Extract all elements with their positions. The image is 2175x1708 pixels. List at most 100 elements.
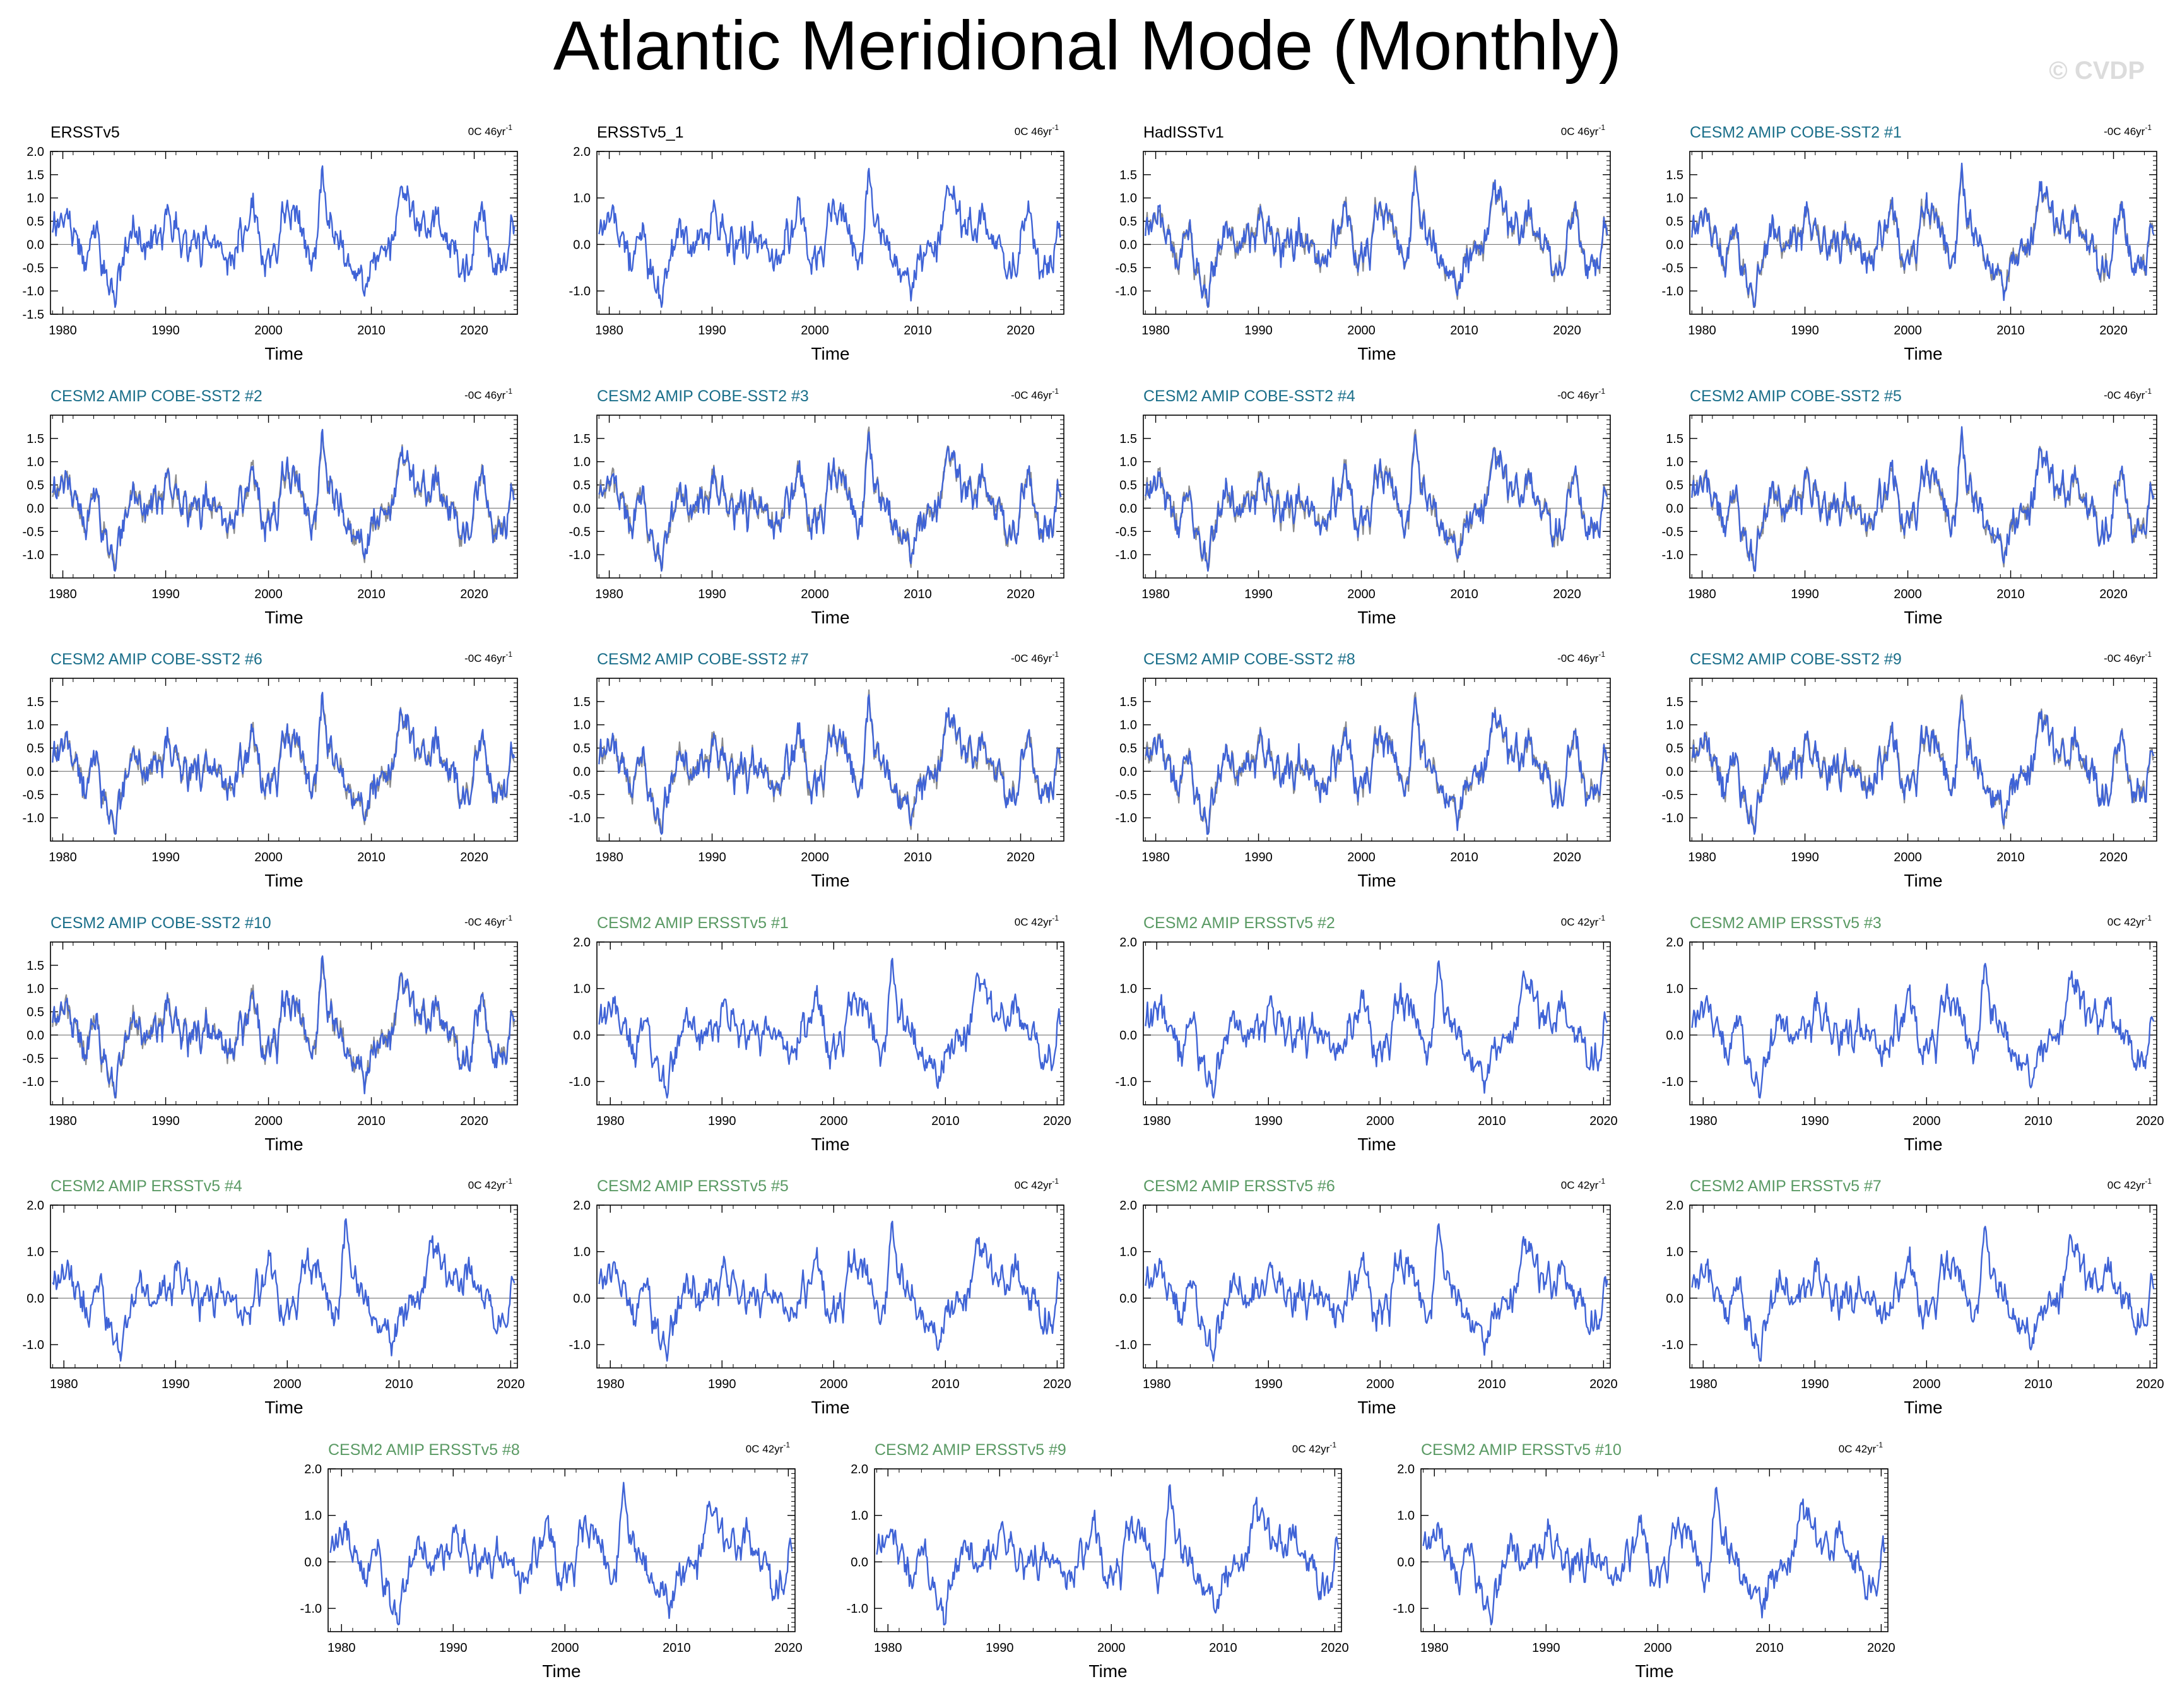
series-line: [1691, 162, 2155, 309]
x-tick-label: 1980: [49, 1114, 77, 1128]
x-tick-label: 1980: [49, 587, 77, 601]
x-tick-label: 1990: [698, 851, 726, 864]
y-tick-label: 1.5: [27, 432, 44, 446]
y-tick-label: 0.5: [1119, 215, 1137, 229]
y-tick-label: -0.5: [1116, 788, 1137, 802]
y-tick-label: -1.0: [23, 1075, 44, 1089]
y-tick-label: 1.0: [27, 456, 44, 469]
x-tick-label: 1980: [1143, 1377, 1171, 1391]
x-tick-label: 2000: [1366, 1114, 1394, 1128]
y-tick-label: 0.0: [573, 238, 591, 252]
y-tick-label: 1.5: [1666, 695, 1683, 709]
series-line: [598, 958, 1062, 1099]
y-tick-label: -1.0: [300, 1602, 322, 1616]
y-tick-label: 1.5: [27, 695, 44, 709]
x-tick-label: 2020: [1553, 587, 1581, 601]
x-tick-label: 1990: [1801, 1377, 1829, 1391]
x-tick-label: 1990: [1254, 1114, 1283, 1128]
x-tick-label: 2000: [254, 587, 283, 601]
x-tick-label: 1980: [595, 851, 623, 864]
chart-panel-21: CESM2 AMIP ERSSTv5 #8 0C 42yr-1 2.0 1.0 0.0 -…: [300, 1440, 803, 1681]
y-tick-label: 0.0: [27, 1292, 44, 1305]
series-line: [1145, 697, 1608, 835]
y-tick-label: -1.0: [1662, 1338, 1683, 1352]
chart-panel-6: CESM2 AMIP COBE-SST2 #3 -0C 46yr-1 1.5 1.0 0…: [569, 387, 1064, 627]
y-tick-label: 1.5: [1666, 168, 1683, 182]
x-tick-label: 2000: [254, 851, 283, 864]
y-tick-label: -1.0: [1116, 1338, 1137, 1352]
x-tick-label: 1990: [151, 324, 180, 338]
y-tick-label: -0.5: [23, 261, 44, 275]
y-tick-label: 1.5: [1119, 432, 1137, 446]
x-tick-label: 2010: [1996, 324, 2025, 338]
x-tick-label: 1990: [1791, 851, 1819, 864]
y-tick-label: -1.0: [1116, 1075, 1137, 1089]
x-tick-label: 2010: [931, 1377, 960, 1391]
x-tick-label: 2000: [801, 851, 829, 864]
x-tick-label: 1980: [1688, 851, 1716, 864]
x-tick-label: 2000: [1913, 1114, 1941, 1128]
x-axis-label: Time: [1357, 344, 1396, 363]
panel-title: CESM2 AMIP ERSSTv5 #9: [875, 1441, 1066, 1459]
x-tick-label: 2010: [357, 587, 386, 601]
panel-title: CESM2 AMIP COBE-SST2 #1: [1690, 124, 1902, 141]
x-tick-label: 2020: [1589, 1377, 1618, 1391]
plot-frame: [1689, 678, 2157, 842]
x-axis-label: Time: [1904, 608, 1942, 627]
x-tick-label: 1980: [596, 1377, 625, 1391]
x-tick-label: 2010: [2024, 1114, 2053, 1128]
trend-label: 0C 46yr-1: [468, 123, 513, 138]
x-tick-label: 2000: [801, 587, 829, 601]
panel-title: ERSSTv5: [50, 124, 120, 141]
plot-frame: [50, 151, 518, 315]
x-tick-label: 1980: [50, 1377, 78, 1391]
series-line: [598, 431, 1062, 572]
x-tick-label: 2020: [774, 1641, 803, 1655]
x-tick-label: 1990: [1801, 1114, 1829, 1128]
x-tick-label: 2000: [1913, 1377, 1941, 1391]
series-line: [1145, 433, 1608, 572]
x-tick-label: 2010: [931, 1114, 960, 1128]
trend-label: 0C 42yr-1: [2107, 914, 2152, 928]
x-tick-label: 2010: [385, 1377, 413, 1391]
x-tick-label: 1980: [49, 851, 77, 864]
panel-title: CESM2 AMIP COBE-SST2 #3: [597, 387, 809, 405]
x-tick-label: 2010: [1755, 1641, 1784, 1655]
trend-label: 0C 42yr-1: [1015, 1177, 1059, 1191]
chart-panel-5: CESM2 AMIP COBE-SST2 #2 -0C 46yr-1 1.5 1.0 0…: [23, 387, 518, 627]
plot-frame: [1689, 151, 2157, 315]
y-tick-label: 0.0: [1119, 1028, 1137, 1042]
chart-panel-19: CESM2 AMIP ERSSTv5 #6 0C 42yr-1 2.0 1.0 0.0 -…: [1116, 1177, 1618, 1417]
x-tick-label: 2000: [1347, 851, 1376, 864]
y-tick-label: 1.0: [1397, 1509, 1415, 1523]
x-tick-label: 2010: [357, 851, 386, 864]
x-tick-label: 2020: [1589, 1114, 1618, 1128]
series-line: [1691, 426, 2155, 572]
y-tick-label: -1.0: [23, 285, 44, 298]
chart-panel-2: ERSSTv5_1 0C 46yr-1 2.0 1.0 0.0 -1.0 1980 1990 2…: [569, 123, 1064, 363]
y-tick-label: -1.0: [569, 548, 591, 562]
series-line: [1691, 963, 2155, 1099]
chart-panel-16: CESM2 AMIP ERSSTv5 #3 0C 42yr-1 2.0 1.0 0.0 -…: [1662, 914, 2164, 1154]
x-axis-label: Time: [1357, 1398, 1396, 1417]
y-tick-label: 2.0: [573, 1199, 591, 1213]
y-tick-label: -1.0: [1662, 548, 1683, 562]
y-tick-label: -0.5: [569, 525, 591, 539]
chart-panel-17: CESM2 AMIP ERSSTv5 #4 0C 42yr-1 2.0 1.0 0.0 -…: [23, 1177, 525, 1417]
trend-label: -0C 46yr-1: [1557, 387, 1605, 401]
y-tick-label: 0.0: [1119, 765, 1137, 779]
y-tick-label: -0.5: [569, 788, 591, 802]
y-tick-label: 1.0: [1666, 719, 1683, 733]
x-tick-label: 1990: [151, 851, 180, 864]
x-tick-label: 2000: [254, 324, 283, 338]
y-tick-label: 0.0: [1666, 765, 1683, 779]
trend-label: -0C 46yr-1: [2104, 123, 2152, 138]
x-tick-label: 2020: [1006, 324, 1035, 338]
y-tick-label: 0.0: [573, 1028, 591, 1042]
trend-label: -0C 46yr-1: [1011, 387, 1059, 401]
y-tick-label: 1.5: [573, 432, 591, 446]
trend-label: 0C 42yr-1: [1561, 1177, 1606, 1191]
panel-title: CESM2 AMIP ERSSTv5 #7: [1690, 1177, 1882, 1195]
y-tick-label: 0.5: [27, 479, 44, 493]
plot-frame: [596, 1204, 1064, 1369]
